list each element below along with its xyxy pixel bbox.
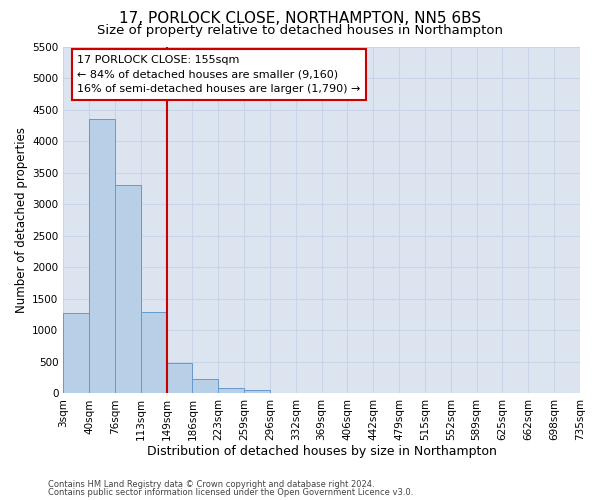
Bar (89, 119, 115, 394)
Text: Contains public sector information licensed under the Open Government Licence v3: Contains public sector information licen… (48, 488, 413, 497)
Y-axis label: Number of detached properties: Number of detached properties (15, 127, 28, 313)
Bar (63, 314, 89, 394)
Bar (141, 312, 167, 394)
Text: Size of property relative to detached houses in Northampton: Size of property relative to detached ho… (97, 24, 503, 37)
Bar (115, 185, 141, 394)
Text: 17 PORLOCK CLOSE: 155sqm
← 84% of detached houses are smaller (9,160)
16% of sem: 17 PORLOCK CLOSE: 155sqm ← 84% of detach… (77, 54, 361, 94)
Text: 17, PORLOCK CLOSE, NORTHAMPTON, NN5 6BS: 17, PORLOCK CLOSE, NORTHAMPTON, NN5 6BS (119, 11, 481, 26)
Bar (167, 363, 193, 394)
Bar (193, 379, 218, 394)
Bar (244, 390, 270, 394)
X-axis label: Distribution of detached houses by size in Northampton: Distribution of detached houses by size … (147, 444, 497, 458)
Bar (218, 388, 244, 394)
Text: Contains HM Land Registry data © Crown copyright and database right 2024.: Contains HM Land Registry data © Crown c… (48, 480, 374, 489)
